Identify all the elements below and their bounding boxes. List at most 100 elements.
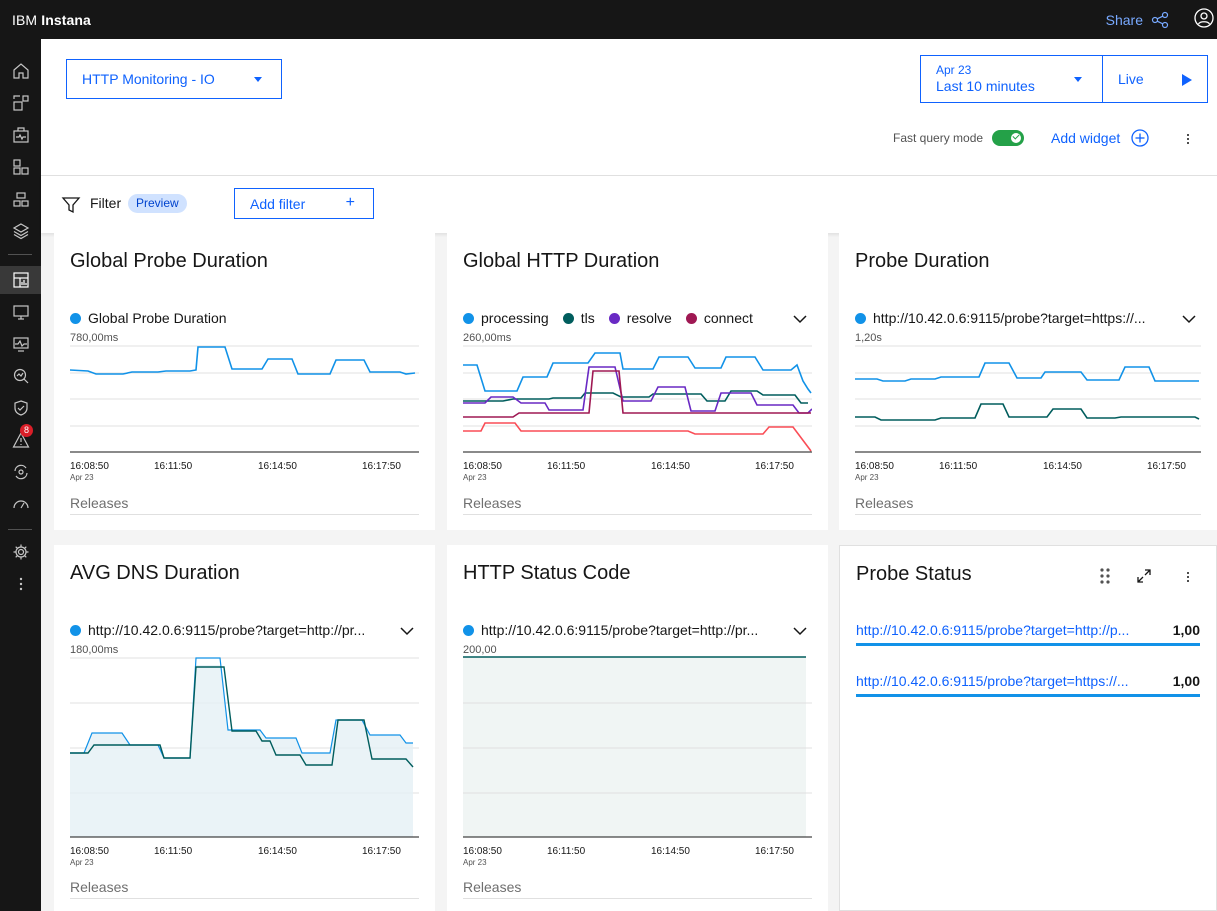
x-tick-label: 16:11:50 (154, 846, 193, 857)
series-line-probe-duration (855, 362, 1199, 382)
nav-settings[interactable] (0, 538, 41, 566)
user-profile-icon[interactable] (1193, 7, 1215, 29)
add-widget-button[interactable]: Add widget (1051, 128, 1150, 148)
nav-synthetic[interactable] (0, 298, 41, 326)
nav-infrastructure[interactable] (0, 153, 41, 181)
chevron-down-icon[interactable] (792, 311, 808, 327)
x-tick-label: 16:14:50 (258, 461, 297, 472)
fast-query-toggle[interactable] (992, 130, 1024, 146)
chevron-down-icon[interactable] (1181, 311, 1197, 327)
line-chart[interactable]: 260,00ms 16:08:50 Apr 23 16:11:50 16:14:… (463, 331, 813, 491)
widget-http-status-code: HTTP Status Code http://10.42.0.6:9115/p… (447, 545, 828, 911)
infrastructure-icon (12, 159, 29, 175)
chevron-down-icon[interactable] (792, 623, 808, 639)
preview-tag: Preview (128, 194, 187, 213)
releases-label[interactable]: Releases (855, 495, 1201, 515)
legend-item[interactable]: http://10.42.0.6:9115/probe?target=http:… (70, 622, 365, 638)
legend-item[interactable]: resolve (608, 310, 672, 326)
series-area (463, 657, 806, 837)
probe-status-value: 1,00 (1172, 673, 1200, 689)
nav-more[interactable] (0, 570, 41, 598)
line-chart[interactable]: 780,00ms 16:08:50 Apr 23 16:11:50 16:14:… (69, 331, 419, 491)
area-chart[interactable]: 200,00 16:08:50 Apr 23 16:11:50 16:14:50… (463, 643, 812, 876)
live-button[interactable]: Live (1103, 56, 1207, 102)
layers-icon (12, 223, 29, 240)
events-badge: 8 (20, 424, 33, 437)
legend-item[interactable]: http://10.42.0.6:9115/probe?target=http:… (463, 622, 758, 638)
series-line-dns-low (70, 666, 414, 768)
chart-legend: http://10.42.0.6:9115/probe?target=https… (855, 308, 1201, 328)
top-bar: IBM Instana Share (0, 0, 1217, 39)
nav-security[interactable] (0, 394, 41, 422)
header-overflow-menu[interactable] (1180, 131, 1196, 147)
probe-url-link[interactable]: http://10.42.0.6:9115/probe?target=http:… (856, 622, 1130, 638)
probe-url-link[interactable]: http://10.42.0.6:9115/probe?target=https… (856, 673, 1129, 689)
legend-item[interactable]: Global Probe Duration (70, 310, 227, 326)
nav-services[interactable] (0, 121, 41, 149)
brand-logo[interactable]: IBM Instana (0, 12, 91, 28)
releases-label[interactable]: Releases (463, 879, 812, 899)
releases-label[interactable]: Releases (70, 879, 419, 899)
time-picker: Apr 23 Last 10 minutes Live (920, 55, 1208, 103)
nav-events[interactable]: 8 (0, 424, 41, 454)
legend-item[interactable]: processing (463, 310, 549, 326)
x-tick-label: 16:08:50 (463, 461, 502, 472)
dashboard-header: HTTP Monitoring - IO Apr 23 Last 10 minu… (41, 39, 1217, 176)
legend-item[interactable]: connect (685, 310, 753, 326)
line-chart[interactable]: 1,20s 16:08:50 Apr 23 16:11:50 16:14:50 … (855, 331, 1201, 491)
time-range-selector[interactable]: Apr 23 Last 10 minutes (921, 56, 1103, 102)
chevron-down-icon[interactable] (399, 623, 415, 639)
legend-dot (70, 312, 81, 324)
series-line-connect (463, 370, 811, 418)
probe-status-row[interactable]: http://10.42.0.6:9115/probe?target=http:… (856, 618, 1200, 646)
probe-status-row[interactable]: http://10.42.0.6:9115/probe?target=https… (856, 669, 1200, 697)
nav-analytics[interactable] (0, 362, 41, 390)
maximize-icon[interactable] (1136, 568, 1152, 584)
nav-automation[interactable] (0, 458, 41, 486)
application-icon (12, 95, 29, 111)
nav-platforms[interactable] (0, 185, 41, 213)
drag-handle-icon[interactable] (1098, 567, 1112, 585)
widget-overflow-menu[interactable] (1180, 569, 1196, 585)
releases-label[interactable]: Releases (70, 495, 419, 515)
filter-icon[interactable] (61, 195, 81, 215)
dashboard-icon (12, 272, 29, 288)
y-max-label: 1,20s (855, 332, 882, 344)
legend-item[interactable]: http://10.42.0.6:9115/probe?target=https… (855, 310, 1146, 326)
area-chart[interactable]: 180,00ms 16:08:50 Apr 23 16:11:50 16:14:… (70, 643, 419, 876)
chart-legend: http://10.42.0.6:9115/probe?target=http:… (70, 620, 419, 640)
widget-title: AVG DNS Duration (70, 562, 240, 584)
share-label: Share (1105, 11, 1143, 28)
x-tick-label: 16:11:50 (547, 461, 586, 472)
legend-label: processing (481, 310, 549, 326)
dashboard-selector[interactable]: HTTP Monitoring - IO (66, 59, 282, 99)
brand-prefix: IBM (12, 11, 38, 28)
legend-item[interactable]: tls (562, 310, 595, 326)
nav-home[interactable] (0, 57, 41, 85)
series-line-global-probe-duration (69, 346, 416, 375)
share-icon (1151, 11, 1169, 28)
nav-dashboards[interactable] (0, 266, 41, 294)
y-max-label: 780,00ms (70, 332, 119, 344)
legend-label: http://10.42.0.6:9115/probe?target=http:… (88, 622, 366, 638)
nav-website-monitoring[interactable] (0, 330, 41, 358)
legend-label: tls (580, 310, 595, 326)
x-tick-label: 16:11:50 (154, 461, 193, 472)
series-area (70, 665, 413, 837)
x-tick-label: 16:08:50 (855, 461, 894, 472)
series-line-probe-duration-2 (855, 403, 1200, 421)
gauge-icon (12, 500, 29, 509)
nav-websites[interactable] (0, 89, 41, 117)
time-range: Last 10 minutes (936, 78, 1035, 94)
share-button[interactable]: Share (1106, 0, 1169, 39)
add-filter-button[interactable]: Add filter + (234, 188, 374, 219)
nav-slo[interactable] (0, 490, 41, 518)
nav-layers[interactable] (0, 217, 41, 245)
widget-title: Probe Duration (855, 250, 990, 272)
x-tick-label: 16:11:50 (939, 461, 978, 472)
add-circle-icon (1131, 129, 1149, 147)
overflow-menu-icon (19, 577, 22, 591)
widget-title: Probe Status (856, 563, 972, 585)
releases-label[interactable]: Releases (463, 495, 812, 515)
plus-icon: + (345, 194, 355, 211)
